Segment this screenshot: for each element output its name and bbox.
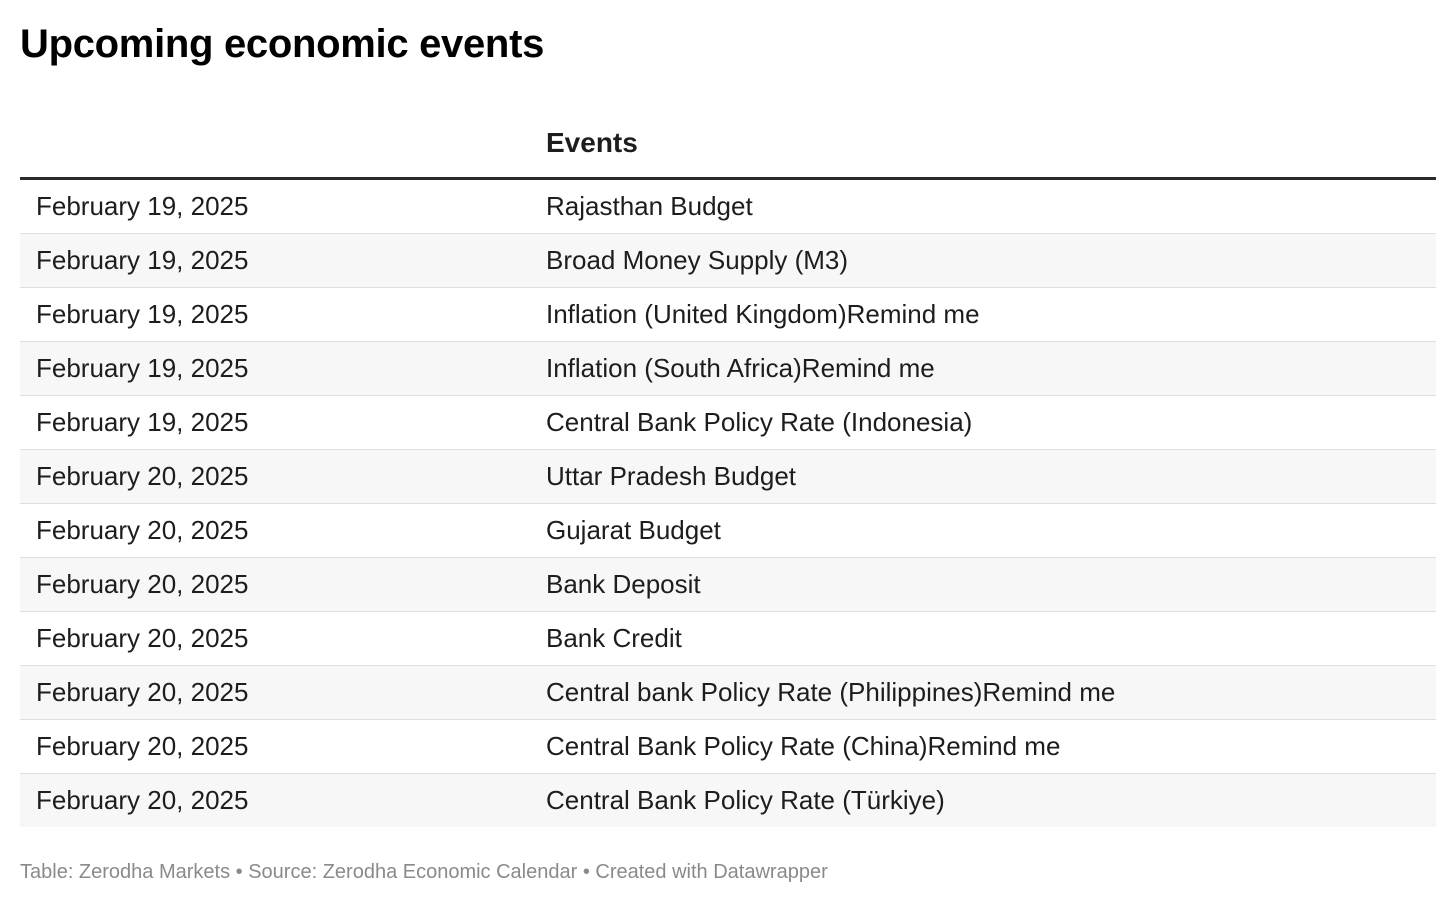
event-date-cell: February 20, 2025 xyxy=(20,665,530,720)
event-name-cell: Bank Deposit xyxy=(530,557,1436,612)
table-row: February 20, 2025 Bank Credit xyxy=(20,611,1436,666)
event-date-cell: February 19, 2025 xyxy=(20,287,530,342)
table-row: February 20, 2025 Gujarat Budget xyxy=(20,503,1436,558)
event-name-cell: Rajasthan Budget xyxy=(530,178,1436,234)
event-date-cell: February 20, 2025 xyxy=(20,557,530,612)
table-row: February 19, 2025 Broad Money Supply (M3) xyxy=(20,233,1436,288)
event-name-cell: Central Bank Policy Rate (Türkiye) xyxy=(530,773,1436,827)
event-date-cell: February 20, 2025 xyxy=(20,773,530,827)
event-name-cell: Central Bank Policy Rate (Indonesia) xyxy=(530,395,1436,450)
event-date-cell: February 19, 2025 xyxy=(20,178,530,234)
table-row: February 20, 2025 Central bank Policy Rat… xyxy=(20,665,1436,720)
column-header-date xyxy=(20,108,530,180)
table-row: February 20, 2025 Bank Deposit xyxy=(20,557,1436,612)
table-row: February 19, 2025 Inflation (United Kingd… xyxy=(20,287,1436,342)
event-date-cell: February 20, 2025 xyxy=(20,449,530,504)
event-name-cell: Broad Money Supply (M3) xyxy=(530,233,1436,288)
table-row: February 20, 2025 Uttar Pradesh Budget xyxy=(20,449,1436,504)
table-row: February 19, 2025 Inflation (South Africa… xyxy=(20,341,1436,396)
event-name-cell: Inflation (South Africa)Remind me xyxy=(530,341,1436,396)
table-footer-credits: Table: Zerodha Markets • Source: Zerodha… xyxy=(20,861,828,883)
event-name-cell: Uttar Pradesh Budget xyxy=(530,449,1436,504)
events-table: Events February 19, 2025 Rajasthan Budget… xyxy=(20,108,1436,827)
table-header-row: Events xyxy=(20,108,1436,180)
event-name-cell: Inflation (United Kingdom)Remind me xyxy=(530,287,1436,342)
event-date-cell: February 19, 2025 xyxy=(20,233,530,288)
table-row: February 19, 2025 Central Bank Policy Rat… xyxy=(20,395,1436,450)
table-row: February 20, 2025 Central Bank Policy Rat… xyxy=(20,773,1436,827)
event-date-cell: February 19, 2025 xyxy=(20,395,530,450)
page-title: Upcoming economic events xyxy=(20,22,545,66)
event-date-cell: February 20, 2025 xyxy=(20,611,530,666)
event-name-cell: Central bank Policy Rate (Philippines)Re… xyxy=(530,665,1436,720)
event-date-cell: February 20, 2025 xyxy=(20,719,530,774)
event-name-cell: Bank Credit xyxy=(530,611,1436,666)
event-name-cell: Central Bank Policy Rate (China)Remind m… xyxy=(530,719,1436,774)
table-row: February 19, 2025 Rajasthan Budget xyxy=(20,178,1436,234)
column-header-events: Events xyxy=(530,108,1436,180)
table-row: February 20, 2025 Central Bank Policy Rat… xyxy=(20,719,1436,774)
event-date-cell: February 20, 2025 xyxy=(20,503,530,558)
event-date-cell: February 19, 2025 xyxy=(20,341,530,396)
event-name-cell: Gujarat Budget xyxy=(530,503,1436,558)
